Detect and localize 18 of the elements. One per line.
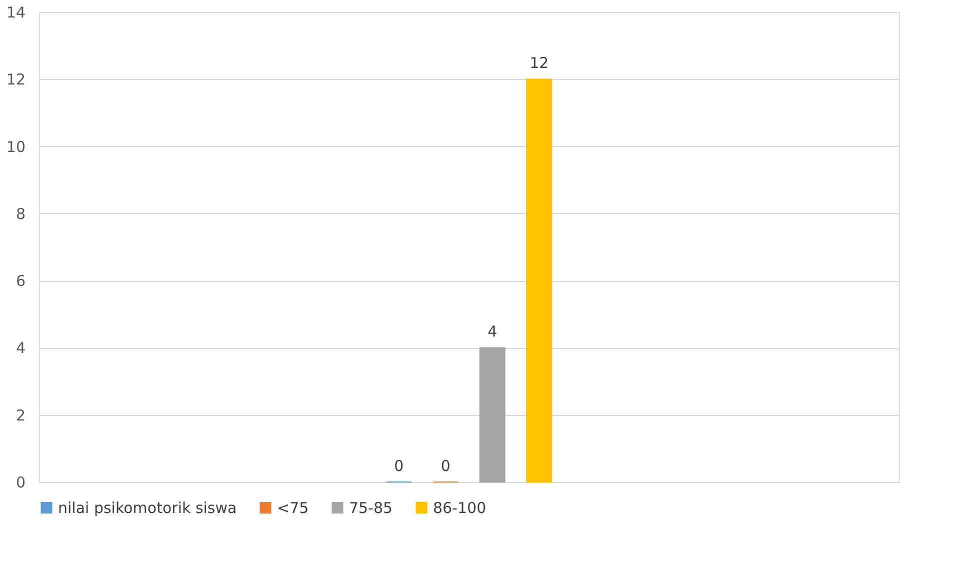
y-tick-label: 8	[16, 204, 26, 223]
data-label: 4	[488, 322, 498, 341]
data-label: 0	[440, 457, 450, 475]
y-tick-label: 10	[6, 138, 26, 156]
y-tick-label: 2	[16, 406, 26, 424]
legend-label: <75	[277, 498, 309, 517]
legend-label: 75-85	[349, 498, 393, 517]
y-tick-label: 6	[16, 272, 26, 290]
bar	[526, 78, 552, 482]
legend-label: 86-100	[433, 498, 486, 517]
legend-label: nilai psikomotorik siswa	[58, 498, 237, 517]
data-label: 0	[394, 457, 404, 475]
y-tick-label: 12	[6, 70, 26, 89]
y-tick-label: 4	[16, 339, 26, 358]
y-tick-label: 0	[16, 474, 26, 492]
y-tick-label: 14	[6, 4, 26, 22]
bar	[479, 347, 506, 482]
data-label: 12	[530, 54, 549, 72]
